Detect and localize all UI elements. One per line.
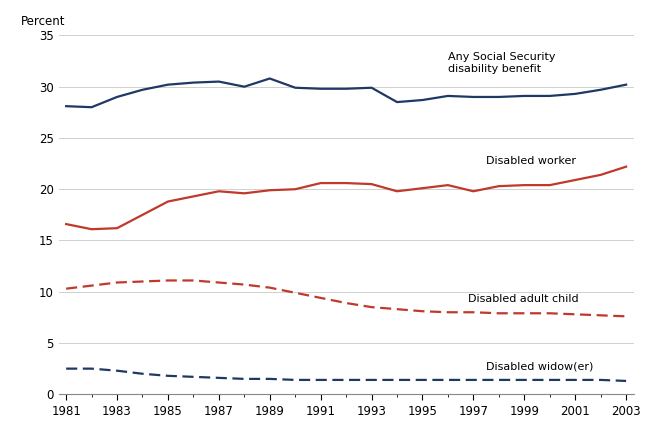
Text: Percent: Percent (21, 15, 66, 28)
Text: Disabled adult child: Disabled adult child (468, 294, 579, 304)
Text: Disabled worker: Disabled worker (486, 155, 576, 166)
Text: Disabled widow(er): Disabled widow(er) (486, 361, 593, 372)
Text: Any Social Security
disability benefit: Any Social Security disability benefit (448, 52, 556, 74)
